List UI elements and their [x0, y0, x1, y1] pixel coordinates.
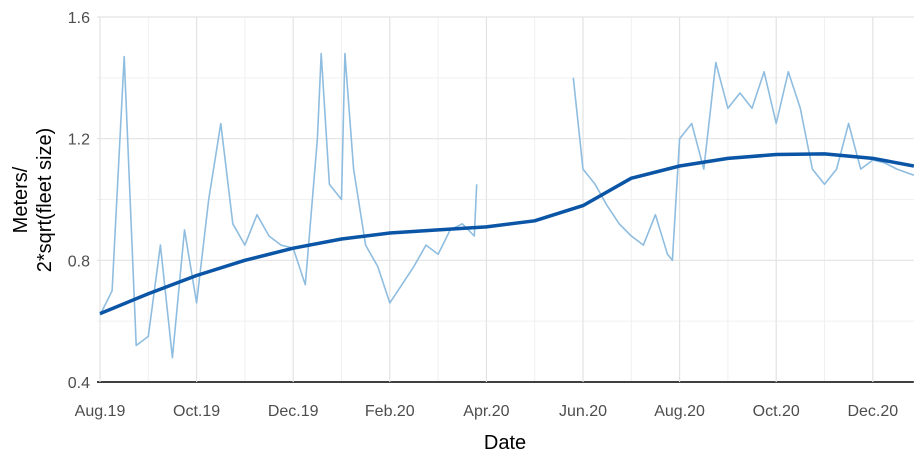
x-tick-label: Aug.19: [75, 403, 126, 420]
x-tick-label: Dec.19: [268, 403, 319, 420]
series-line: [99, 52, 914, 359]
x-axis-title: Date: [484, 432, 526, 454]
x-tick-label: Oct.19: [173, 403, 220, 420]
marks: [99, 52, 914, 359]
y-tick-label: 0.4: [68, 375, 90, 392]
y-axis-title: 2*sqrt(fleet size): [34, 128, 56, 273]
x-tick-label: Aug.20: [654, 403, 705, 420]
x-tick-label: Oct.20: [753, 403, 800, 420]
series-line: [99, 152, 914, 316]
x-tick-label: Feb.20: [365, 403, 415, 420]
y-tick-label: 0.8: [68, 253, 90, 270]
grid: [97, 16, 914, 383]
x-tick-label: Dec.20: [847, 403, 898, 420]
x-tick-label: Jun.20: [559, 403, 607, 420]
x-tick-label: Apr.20: [463, 403, 509, 420]
y-tick-label: 1.2: [68, 132, 90, 149]
y-tick-label: 1.6: [68, 10, 90, 27]
y-axis-title: Meters/: [10, 166, 32, 233]
